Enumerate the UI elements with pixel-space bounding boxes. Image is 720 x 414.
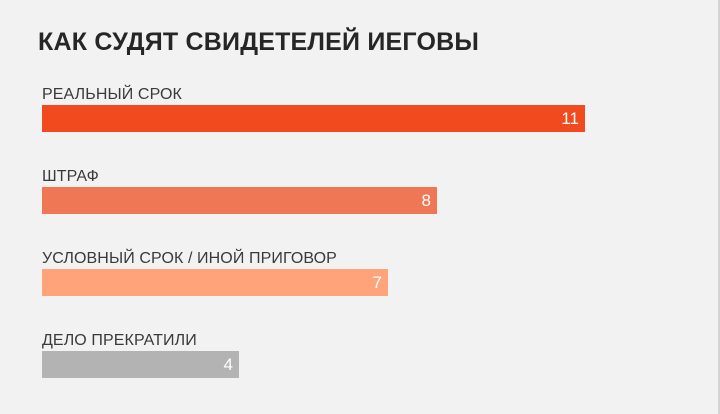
bar-value-label: 8 xyxy=(421,191,431,210)
bar: 8 xyxy=(42,187,437,214)
bar-value-label: 11 xyxy=(561,109,579,128)
category-label: ШТРАФ xyxy=(42,168,99,185)
bar-value-label: 4 xyxy=(223,355,233,374)
category-label: ДЕЛО ПРЕКРАТИЛИ xyxy=(42,332,197,349)
bar: 7 xyxy=(42,269,388,296)
category-label: РЕАЛЬНЫЙ СРОК xyxy=(42,86,182,103)
bar-value-label: 7 xyxy=(372,273,382,292)
category-label: УСЛОВНЫЙ СРОК / ИНОЙ ПРИГОВОР xyxy=(42,250,337,267)
chart-title: КАК СУДЯТ СВИДЕТЕЛЕЙ ИЕГОВЫ xyxy=(38,28,480,56)
right-edge-rule xyxy=(718,0,720,414)
bar: 4 xyxy=(42,351,239,378)
bar: 11 xyxy=(42,105,585,132)
